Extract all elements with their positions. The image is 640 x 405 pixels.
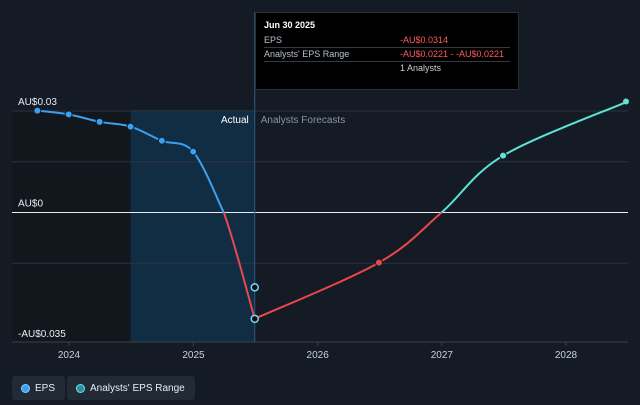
y-axis-label-2: -AU$0.035 [18, 329, 66, 340]
eps-point-0 [33, 106, 42, 115]
region-label-actual: Actual [221, 115, 249, 126]
forecast-point-3 [499, 151, 508, 160]
tooltip-range-label: Analysts' EPS Range [264, 49, 350, 59]
legend-eps[interactable]: EPS [12, 376, 66, 400]
tooltip-range-value: -AU$0.0221 - -AU$0.0221 [400, 49, 505, 59]
tooltip-analysts-count: 1 Analysts [400, 63, 442, 73]
x-tick-label-2028: 2028 [555, 350, 578, 361]
tooltip-date: Jun 30 2025 [264, 20, 316, 30]
legend-eps-range[interactable]: Analysts' EPS Range [67, 376, 195, 400]
legend-range-dot-icon [77, 384, 84, 392]
x-tick-label-2026: 2026 [307, 350, 330, 361]
legend-eps-label: EPS [35, 382, 56, 394]
x-tick-label-2025: 2025 [182, 350, 205, 361]
tooltip-eps-label: EPS [264, 35, 283, 45]
tooltip-eps-value: -AU$0.0314 [400, 35, 449, 45]
y-axis-label-0: AU$0.03 [18, 97, 57, 108]
eps-point-2 [95, 117, 104, 126]
past-shade [12, 110, 131, 342]
forecast-point-end [623, 98, 629, 105]
hover-tooltip: Jun 30 2025 EPS -AU$0.0314 Analysts' EPS… [255, 12, 519, 90]
eps-line-negative [222, 212, 256, 320]
y-axis-label-1: AU$0 [18, 199, 43, 210]
tooltip-row-range: Analysts' EPS Range -AU$0.0221 - -AU$0.0… [264, 47, 510, 62]
eps-point-3 [126, 122, 135, 131]
eps-point-4 [157, 136, 166, 145]
range-point [250, 283, 259, 292]
forecast-point-1 [374, 258, 383, 267]
tooltip-row-eps: EPS -AU$0.0314 [264, 33, 510, 48]
tooltip-row-analysts: 1 Analysts [264, 61, 510, 75]
region-label-forecast: Analysts Forecasts [261, 115, 345, 126]
eps-point-1 [64, 110, 73, 119]
x-tick-label-2024: 2024 [58, 350, 81, 361]
eps-point-highlight [250, 314, 259, 324]
x-tick-label-2027: 2027 [431, 350, 454, 361]
eps-point-5 [189, 147, 198, 156]
legend-range-label: Analysts' EPS Range [90, 382, 185, 394]
actual-highlight-band [130, 110, 255, 342]
forecast-line-negative [254, 212, 443, 320]
forecast-line-positive [439, 100, 628, 213]
legend-eps-dot-icon [22, 384, 29, 392]
